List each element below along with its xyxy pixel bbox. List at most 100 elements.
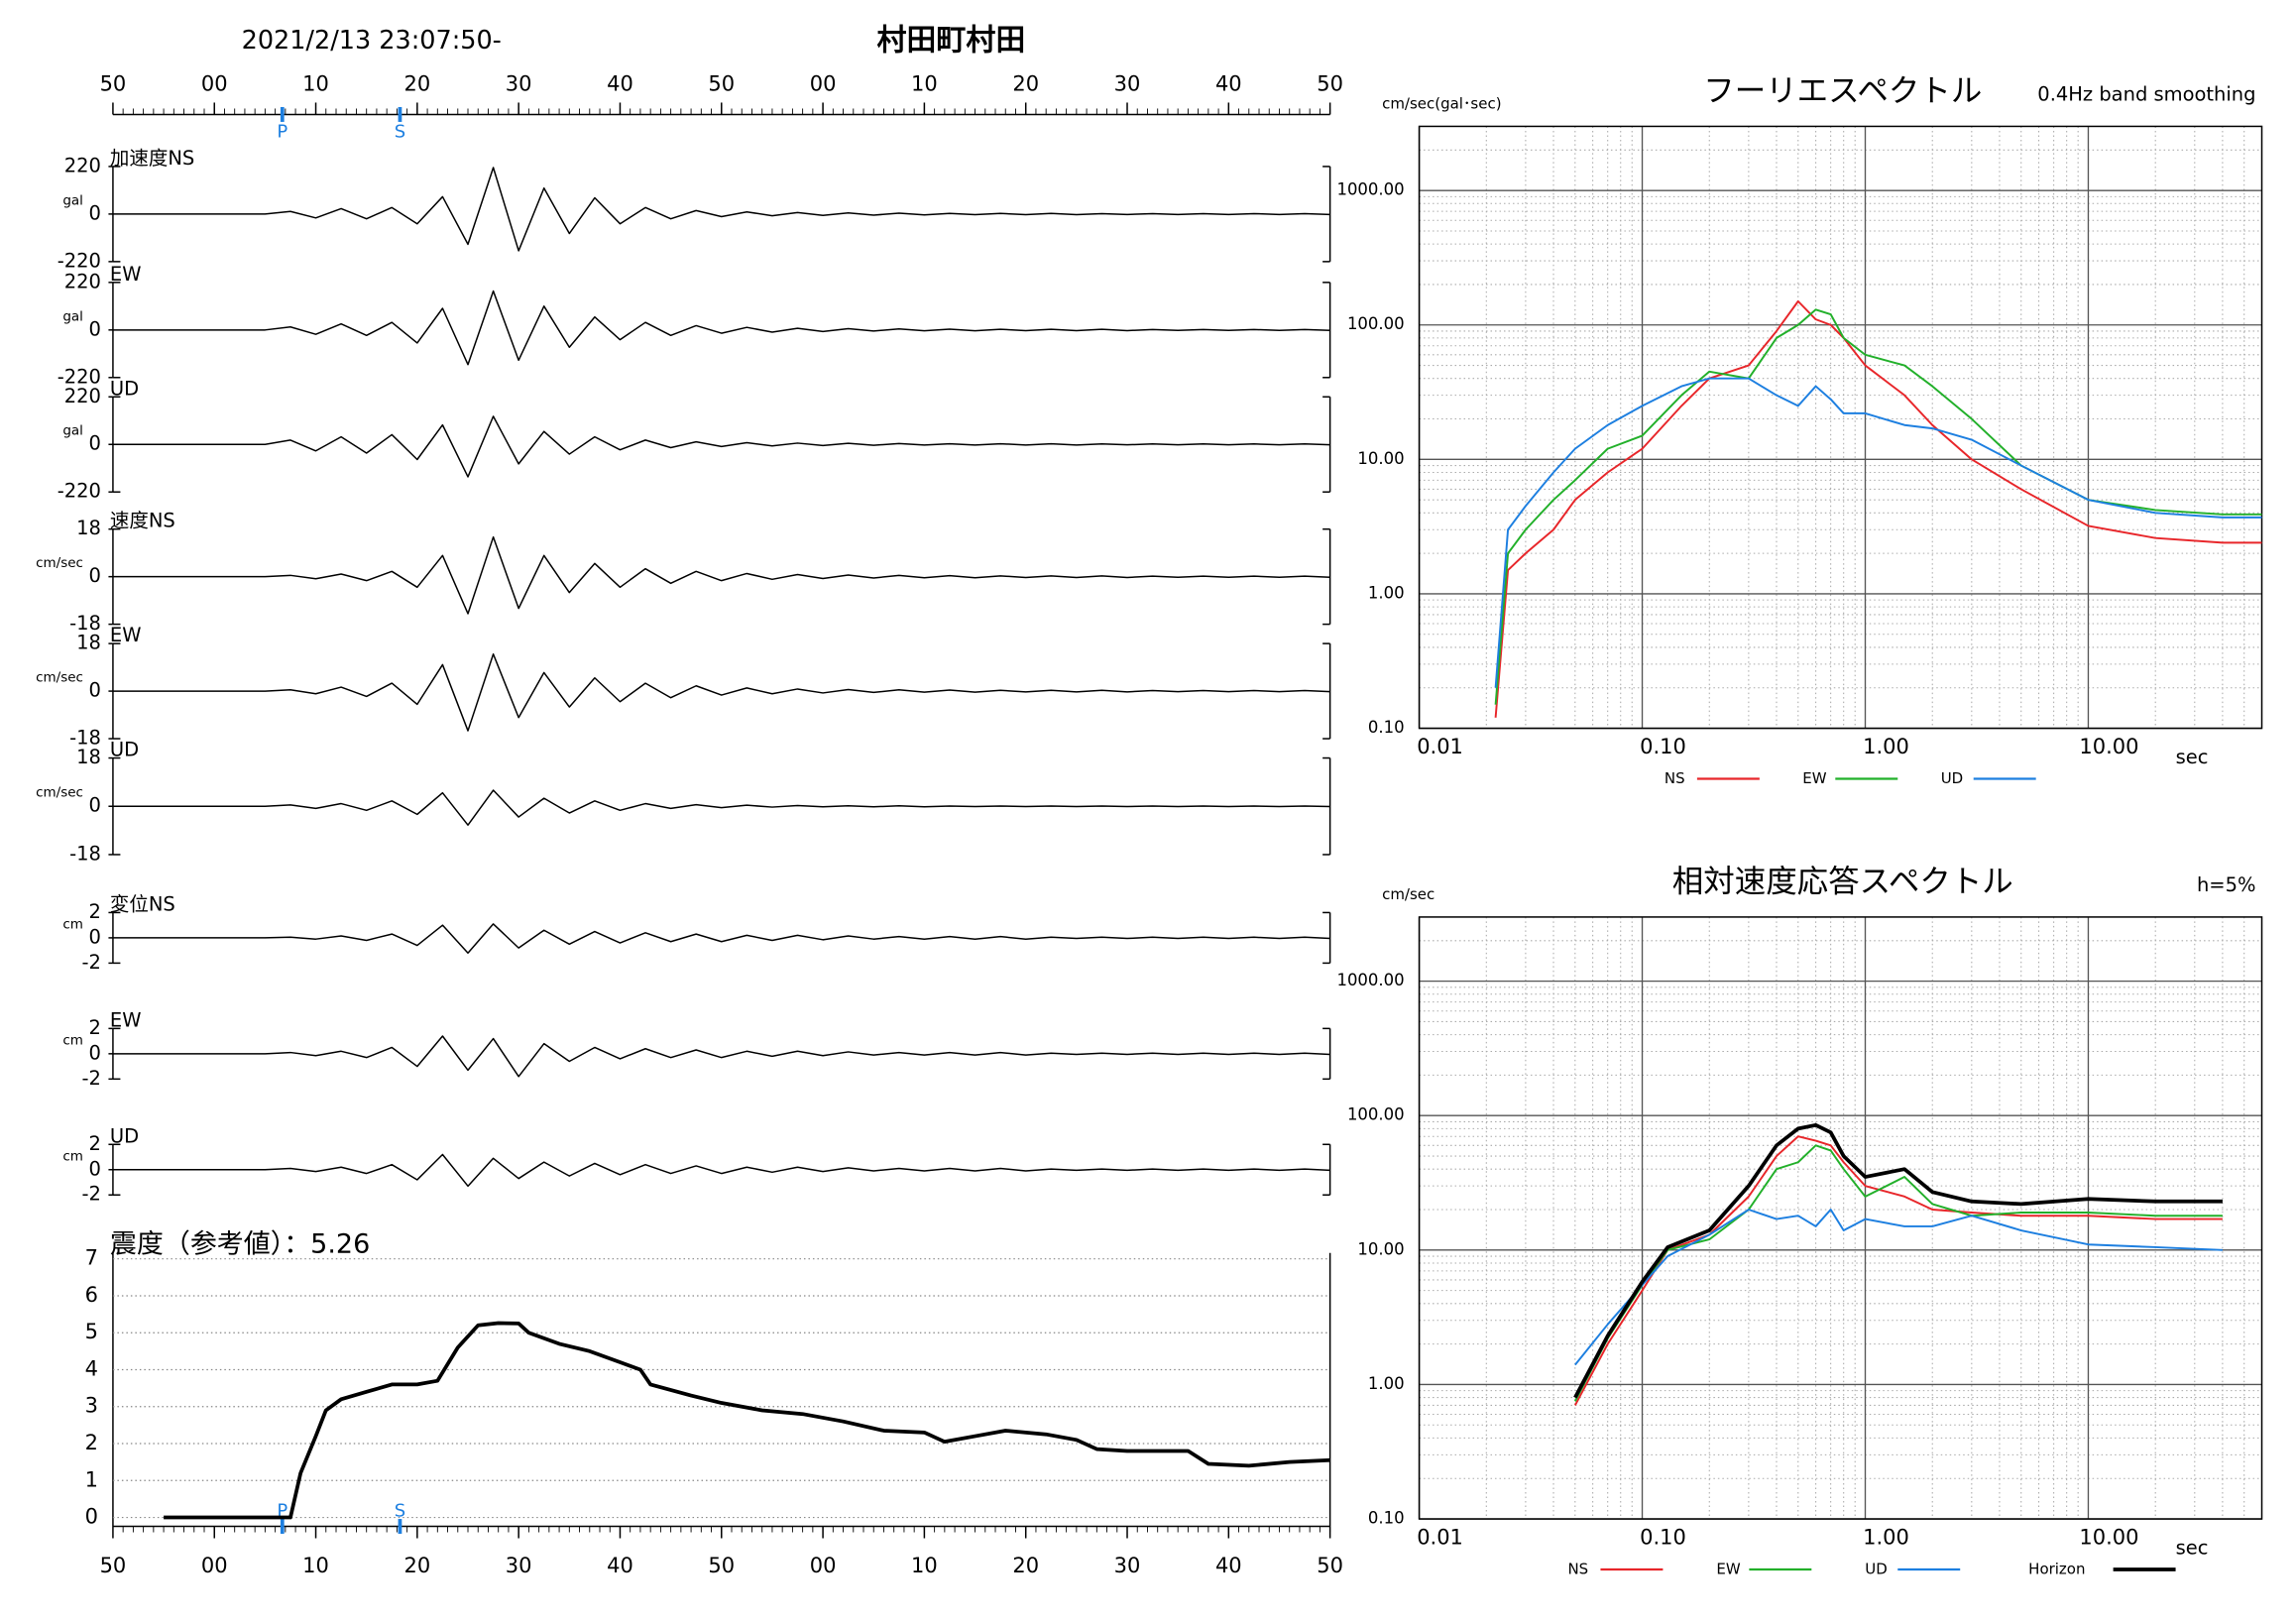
y-axis-label: cm/sec(gal･sec) — [1382, 94, 1501, 112]
phase-label: P — [277, 121, 287, 142]
panel-name: UD — [110, 739, 139, 761]
x-tick-label: 00 — [810, 1554, 837, 1577]
y-tick-label: 18 — [76, 746, 101, 768]
waveform — [112, 535, 1330, 615]
legend-label: NS — [1665, 769, 1685, 787]
y-tick-label: 4 — [85, 1356, 98, 1380]
y-tick-label: -2 — [82, 1183, 101, 1206]
x-tick-label: 50 — [100, 1554, 127, 1577]
panel-name: UD — [110, 1124, 139, 1147]
plot-frame — [1418, 916, 2263, 1520]
y-tick-label: 100.00 — [1347, 1105, 1405, 1124]
y-tick-label: 1 — [85, 1467, 98, 1491]
x-tick-label: 30 — [506, 71, 532, 95]
phase-label: S — [395, 121, 405, 142]
chart-title: 村田町村田 — [876, 24, 1025, 58]
x-tick-label: 20 — [404, 1554, 431, 1577]
chart-title: 相対速度応答スペクトル — [1672, 864, 2013, 899]
legend-label: EW — [1802, 769, 1826, 787]
x-tick-label: 10.00 — [2079, 735, 2138, 758]
chart-subtitle: 0.4Hz band smoothing — [2037, 82, 2255, 105]
x-tick-label: 50 — [100, 71, 127, 95]
x-tick-label: 30 — [1114, 1554, 1141, 1577]
y-tick-label: 10.00 — [1357, 449, 1404, 468]
y-tick-label: 5 — [85, 1320, 98, 1343]
y-tick-label: 220 — [64, 385, 101, 407]
y-tick-label: 0 — [89, 925, 101, 948]
y-tick-label: 220 — [64, 270, 101, 292]
waveform — [112, 167, 1330, 252]
y-tick-label: 0 — [89, 794, 101, 817]
y-tick-label: 0.10 — [1368, 1509, 1405, 1528]
x-tick-label: 10 — [911, 71, 938, 95]
y-tick-label: 0.10 — [1368, 718, 1405, 737]
spectrum-line — [1494, 377, 2262, 688]
panel-unit: gal — [62, 192, 83, 208]
y-tick-label: 10.00 — [1357, 1239, 1404, 1258]
x-tick-label: 20 — [404, 71, 431, 95]
y-tick-label: 0 — [89, 679, 101, 702]
y-tick-label: 0 — [89, 432, 101, 455]
x-tick-label: 1.00 — [1863, 735, 1909, 758]
legend-label: Horizon — [2028, 1561, 2085, 1578]
x-axis-label: sec — [2176, 1537, 2209, 1560]
spectrum-line — [1494, 299, 2262, 718]
y-tick-label: 220 — [64, 154, 101, 176]
x-tick-label: 10 — [302, 71, 329, 95]
waveform — [112, 1153, 1330, 1188]
x-tick-label: 0.01 — [1417, 735, 1463, 758]
panel-name: EW — [110, 624, 142, 646]
y-axis-label: cm/sec — [1382, 885, 1435, 903]
x-tick-label: 10 — [911, 1554, 938, 1577]
x-tick-label: 30 — [506, 1554, 532, 1577]
x-axis-label: sec — [2176, 746, 2209, 768]
x-tick-label: 40 — [1215, 71, 1242, 95]
panel-unit: cm — [62, 916, 83, 932]
waveform — [112, 1035, 1330, 1078]
spectrum-line — [1573, 1135, 2223, 1406]
y-tick-label: 6 — [85, 1283, 98, 1307]
waveform — [112, 290, 1330, 366]
x-tick-label: 0.01 — [1417, 1526, 1463, 1550]
y-tick-label: -220 — [57, 365, 101, 388]
y-tick-label: 18 — [76, 632, 101, 654]
x-tick-label: 00 — [810, 71, 837, 95]
x-tick-label: 30 — [1114, 71, 1141, 95]
legend-label: EW — [1716, 1561, 1740, 1578]
y-tick-label: 0 — [89, 1041, 101, 1064]
y-tick-label: -220 — [57, 249, 101, 272]
chart-subtitle: h=5% — [2197, 873, 2256, 896]
chart-title: フーリエスペクトル — [1703, 73, 1982, 109]
chart-title: 震度（参考値）：5.26 — [110, 1229, 370, 1260]
x-tick-label: 00 — [201, 71, 228, 95]
y-tick-label: -2 — [82, 951, 101, 974]
chart-subtitle: 2021/2/13 23:07:50- — [242, 26, 502, 56]
panel-name: 変位NS — [110, 892, 175, 915]
y-tick-label: 0 — [85, 1505, 98, 1529]
y-tick-label: -220 — [57, 480, 101, 503]
phase-label: P — [277, 1501, 287, 1522]
panel-unit: gal — [62, 308, 83, 324]
panel-unit: cm/sec — [36, 670, 83, 686]
y-tick-label: 2 — [89, 900, 101, 923]
waveform — [112, 653, 1330, 732]
x-tick-label: 20 — [1012, 71, 1039, 95]
y-tick-label: 0 — [89, 1157, 101, 1180]
panel-name: EW — [110, 263, 142, 286]
x-tick-label: 1.00 — [1863, 1526, 1909, 1550]
y-tick-label: -2 — [82, 1067, 101, 1090]
legend-label: UD — [1941, 769, 1964, 787]
y-tick-label: 18 — [76, 517, 101, 539]
panel-unit: cm — [62, 1032, 83, 1048]
spectrum-line — [1573, 1122, 2223, 1399]
x-tick-label: 10 — [302, 1554, 329, 1577]
y-tick-label: 2 — [89, 1016, 101, 1039]
panel-unit: gal — [62, 423, 83, 439]
x-tick-label: 40 — [1215, 1554, 1242, 1577]
spectrum-line — [1574, 1209, 2223, 1366]
y-tick-label: 2 — [85, 1431, 98, 1454]
y-tick-label: 0 — [89, 564, 101, 587]
spectrum-line — [1573, 1144, 2223, 1402]
